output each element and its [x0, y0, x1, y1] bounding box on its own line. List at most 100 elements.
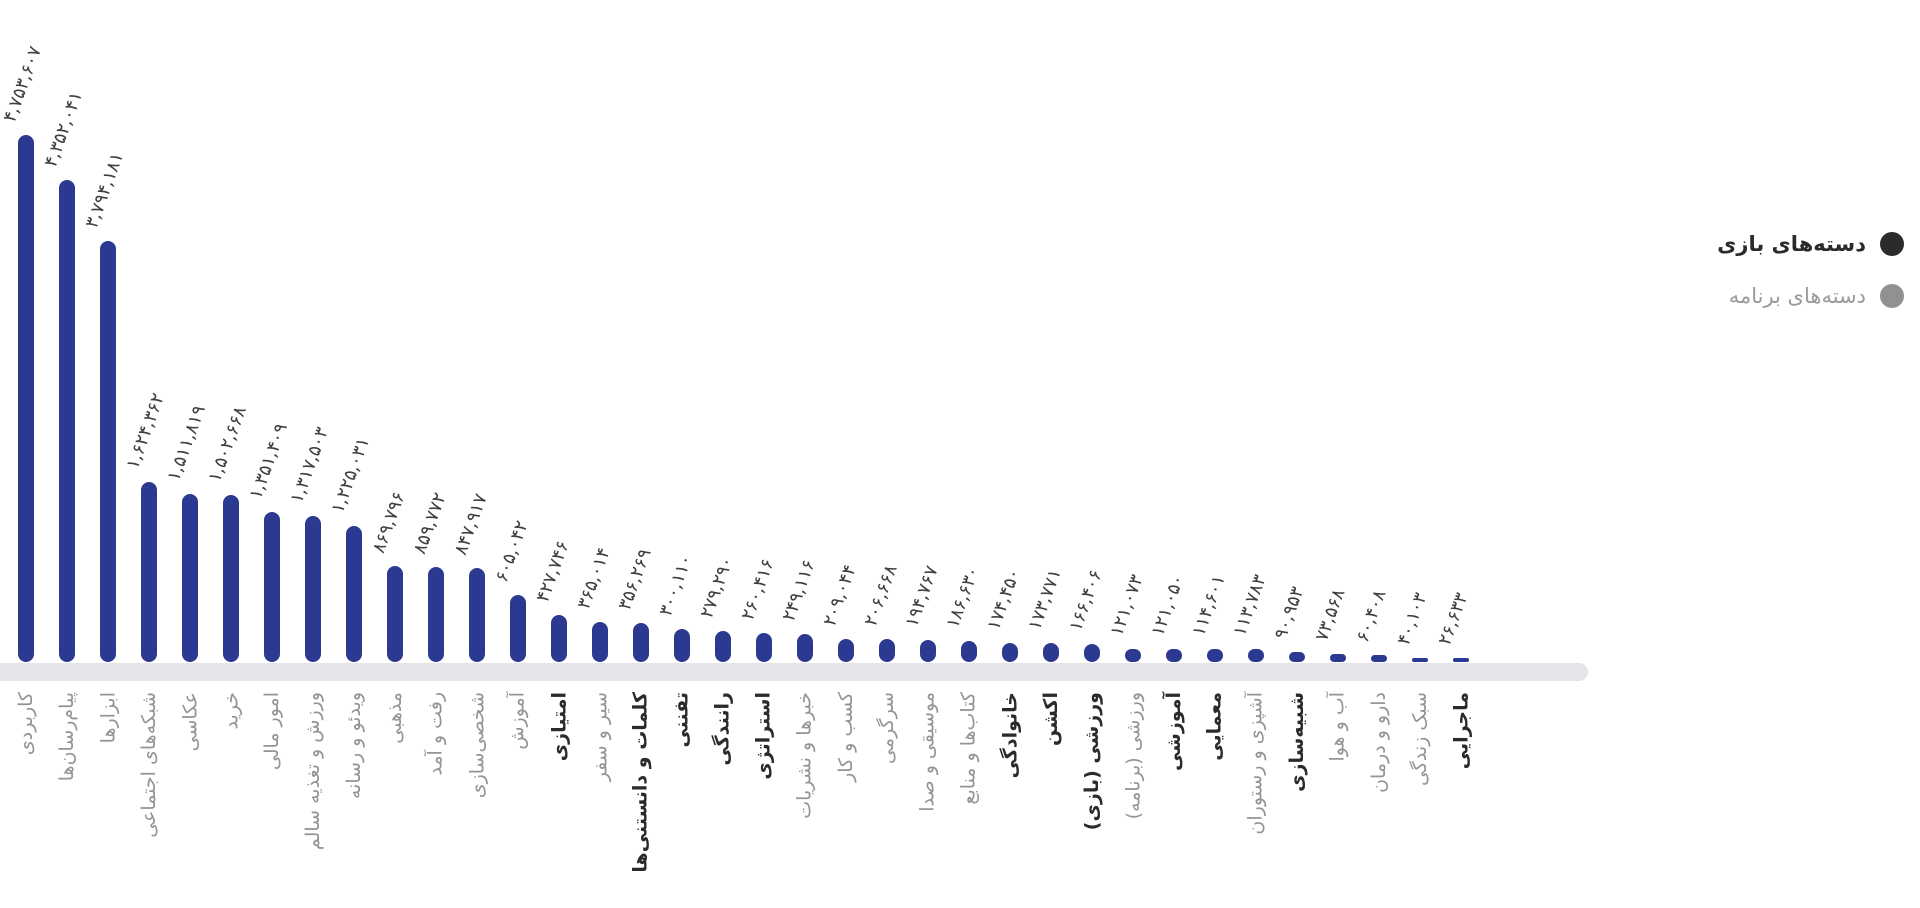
bar [1166, 649, 1182, 662]
bar [428, 567, 444, 662]
legend-label-game-categories: دسته‌های بازی [1717, 232, 1866, 256]
bar [1084, 644, 1100, 662]
category-label: ابزارها [97, 692, 119, 744]
bar [797, 634, 813, 662]
bar [100, 241, 116, 662]
bar-value-label: ۱۸۶,۶۳۰ [942, 563, 984, 631]
bar-value-label: ۱۷۳,۷۷۱ [1024, 565, 1066, 633]
bar-value-label: ۳۶۵,۰۱۴ [573, 544, 615, 612]
bar-value-label: ۹۰,۹۵۳ [1270, 584, 1309, 642]
category-label: آموزش [507, 692, 529, 750]
category-label: سبک زندگی [1409, 692, 1431, 787]
bar-value-label: ۲۰۹,۰۴۴ [819, 561, 861, 629]
category-label: استراتژی [753, 692, 775, 780]
legend-dot-game-icon [1880, 232, 1904, 256]
bar [510, 595, 526, 662]
category-label: عکاسی [179, 692, 201, 752]
bar [592, 622, 608, 662]
bar-value-label: ۴۲۷,۷۴۶ [532, 537, 574, 605]
bar [59, 180, 75, 662]
bar-value-label: ۸۶۹,۷۹۶ [368, 488, 410, 556]
bar-value-label: ۸۵۹,۷۷۲ [409, 489, 451, 557]
category-label: آب و هوا [1327, 692, 1349, 762]
bar-value-label: ۴,۳۵۲,۰۴۱ [40, 88, 88, 170]
bar [756, 633, 772, 662]
bar-value-label: ۴,۷۵۳,۶۰۷ [0, 43, 47, 125]
bar [1002, 643, 1018, 662]
category-label: رفت و آمد [425, 692, 447, 776]
category-label: سیر و سفر [589, 692, 611, 782]
bar-value-label: ۶۰,۴۰۸ [1352, 587, 1391, 645]
bar [182, 494, 198, 662]
bar-value-label: ۲۷۹,۲۹۰ [696, 553, 738, 621]
category-label: آموزشی [1163, 692, 1185, 772]
bar-value-label: ۶۰۵,۰۴۲ [491, 517, 533, 585]
bar-value-label: ۱,۶۲۴,۳۶۲ [122, 390, 170, 472]
bar [346, 526, 362, 662]
category-label: امتیازی [548, 692, 570, 762]
category-label: ورزشی (برنامه) [1122, 692, 1144, 820]
bar-value-label: ۱,۲۲۵,۰۳۱ [327, 434, 375, 516]
bar [1043, 643, 1059, 662]
bar [223, 495, 239, 662]
bar [715, 631, 731, 662]
bar [1248, 649, 1264, 662]
category-label: آشپزی و رستوران [1245, 692, 1267, 835]
category-label: معمایی [1204, 692, 1226, 761]
bar [305, 516, 321, 662]
bar-value-label: ۷۳,۵۶۸ [1311, 586, 1350, 644]
category-label: مذهبی [384, 692, 406, 744]
category-label: ماجرایی [1450, 692, 1472, 770]
category-label: دارو و درمان [1368, 692, 1390, 793]
category-label: امور مالی [261, 692, 283, 771]
bar [1330, 654, 1346, 662]
bar [1289, 652, 1305, 662]
bar-value-label: ۱۲۱,۰۵۰ [1147, 571, 1189, 639]
bar-value-label: ۴۰,۱۰۳ [1393, 590, 1432, 648]
bar-value-label: ۲۰۶,۶۶۸ [860, 561, 902, 629]
bar-value-label: ۱۶۶,۴۰۶ [1065, 566, 1107, 634]
category-label: کلمات و دانستنی‌ها [630, 692, 652, 873]
category-label: موسیقی و صدا [917, 692, 939, 812]
bar-value-label: ۱۹۴,۷۶۷ [901, 562, 943, 630]
bar-value-label: ۱,۵۱۱,۸۱۹ [163, 402, 211, 484]
bar-value-label: ۱۱۴,۶۰۱ [1188, 571, 1230, 639]
category-label: ویدئو و رسانه [343, 692, 365, 800]
bar [633, 623, 649, 662]
bar-value-label: ۱,۳۱۷,۵۰۳ [286, 424, 334, 506]
legend-label-app-categories: دسته‌های برنامه [1728, 284, 1866, 308]
bar-value-label: ۳۰۰,۱۱۰ [655, 551, 697, 619]
bar [838, 639, 854, 662]
bar [551, 615, 567, 662]
bar-value-label: ۲۶۰,۴۱۶ [737, 555, 779, 623]
legend-item-app-categories: دسته‌های برنامه [1729, 284, 1904, 308]
category-label: ورزشی (بازی) [1081, 692, 1103, 831]
bar-value-label: ۸۴۷,۹۱۷ [450, 490, 492, 558]
bar-value-label: ۲۴۹,۱۱۶ [778, 556, 820, 624]
bar [387, 566, 403, 662]
bar [1207, 649, 1223, 662]
legend-item-game-categories: دسته‌های بازی [1717, 232, 1904, 256]
category-label: پیام‌رسان‌ها [56, 692, 78, 782]
bar [1453, 658, 1469, 662]
category-label: ورزش و تغذیه سالم [302, 692, 324, 851]
category-label: شخصی‌سازی [466, 692, 488, 799]
category-label: خبرها و نشریات [794, 692, 816, 819]
category-label: کسب و کار [835, 692, 857, 782]
category-label: شبکه‌های اجتماعی [138, 692, 160, 838]
bar-value-label: ۱۱۳,۷۸۳ [1229, 571, 1271, 639]
bar [1125, 649, 1141, 662]
category-label: سرگرمی [876, 692, 898, 764]
bar [879, 639, 895, 662]
bar-value-label: ۳۵۶,۲۶۹ [614, 545, 656, 613]
bar [264, 512, 280, 662]
category-label: اکشن [1040, 692, 1062, 746]
bar [469, 568, 485, 662]
bar-value-label: ۱,۵۰۲,۶۶۸ [204, 403, 252, 485]
category-label: شبیه‌سازی [1286, 692, 1308, 792]
bar-value-label: ۲۶,۶۳۳ [1434, 590, 1473, 648]
category-label: خانوادگی [999, 692, 1021, 779]
bar [961, 641, 977, 662]
bar-value-label: ۳,۷۹۴,۱۸۱ [81, 149, 129, 231]
